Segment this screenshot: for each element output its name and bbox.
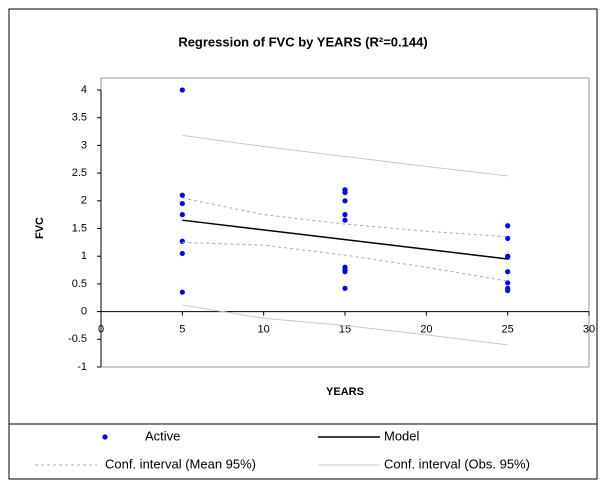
x-axis-title: YEARS [326,386,364,398]
x-tick-label: 30 [583,324,595,336]
data-point [342,198,348,204]
y-tick-label: -0.5 [68,333,87,345]
chart-title: Regression of FVC by YEARS (R²=0.144) [178,34,427,49]
ci-upper-line [182,134,508,177]
data-point [179,212,185,218]
x-tick-label: 15 [339,324,351,336]
data-point [342,189,348,196]
data-point [179,289,185,295]
data-point [342,217,348,223]
y-tick-label: 1.5 [72,222,87,234]
legend-label: Active [145,428,180,443]
legend-marker [102,434,108,440]
x-tick-label: 10 [258,324,270,336]
ci-lower-line [182,241,508,282]
data-point [505,223,511,229]
x-tick-label: 20 [420,324,432,336]
ci-upper-line [182,197,508,238]
legend-label: Model [384,428,420,443]
y-tick-label: 0 [81,306,87,318]
y-tick-label: 2.5 [72,167,87,179]
legend-label: Conf. interval (Obs. 95%) [384,456,530,471]
legend-box [8,423,598,480]
data-point [342,269,348,275]
data-point [179,250,185,257]
data-point [179,200,185,207]
y-tick-label: 4 [81,84,87,96]
ci-lower-line [182,304,508,346]
data-point [179,238,185,244]
x-tick-label: 25 [502,324,514,336]
y-tick-label: 3.5 [72,112,87,124]
y-tick-label: 0.5 [72,278,87,290]
x-tick-label: 5 [179,324,185,336]
y-axis-title: FVC [34,217,46,239]
data-point [505,269,511,275]
data-point [342,285,348,291]
data-point [342,212,348,218]
data-point [505,280,511,286]
legend-label: Conf. interval (Mean 95%) [105,456,256,471]
y-tick-label: -1 [77,361,87,373]
y-tick-label: 2 [81,195,87,207]
data-point [179,192,185,198]
model-line [182,219,508,260]
y-tick-label: 3 [81,139,87,151]
x-tick-label: 0 [98,324,104,336]
data-point [179,87,185,93]
y-tick-label: 1 [81,250,87,262]
data-point [505,287,511,294]
